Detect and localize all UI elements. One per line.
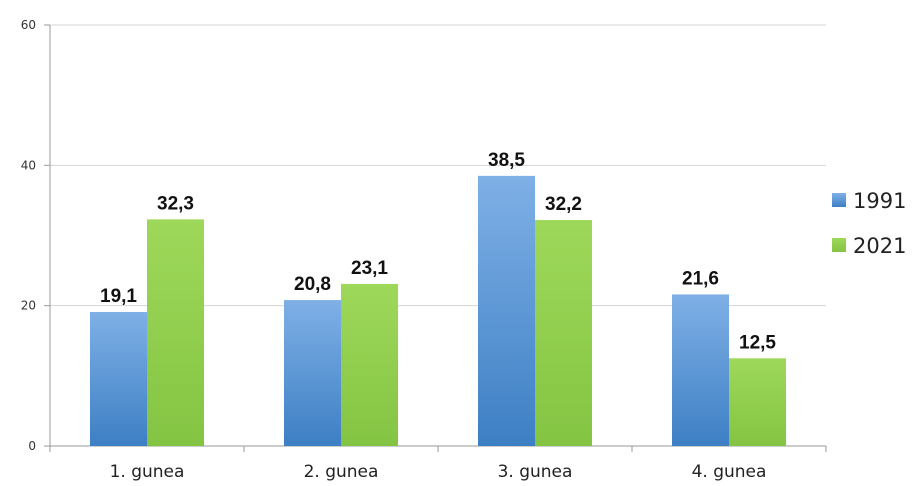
x-category-label: 2. gunea — [304, 462, 379, 482]
bar-2021-4 — [729, 358, 786, 446]
data-label: 20,8 — [294, 274, 331, 295]
legend-label: 2021 — [853, 234, 906, 258]
y-tick-label: 0 — [28, 439, 36, 453]
data-label: 19,1 — [100, 286, 137, 307]
y-tick-label: 60 — [21, 18, 36, 32]
data-labels: 19,1 32,3 20,8 23,1 38,5 32,2 21,6 12,5 — [100, 150, 776, 353]
bar-1991-1 — [90, 311, 147, 446]
legend-swatch-1991 — [832, 193, 846, 207]
y-tick-label: 40 — [21, 158, 36, 172]
legend: 1991 2021 — [832, 189, 906, 258]
y-tick-label: 20 — [21, 299, 36, 313]
data-label: 12,5 — [739, 332, 776, 353]
bar-2021-3 — [535, 220, 592, 446]
legend-swatch-2021 — [832, 238, 846, 252]
data-label: 23,1 — [351, 258, 388, 279]
bar-2021-2 — [341, 283, 398, 446]
x-category-label: 4. gunea — [692, 462, 767, 482]
legend-label: 1991 — [853, 189, 906, 213]
bars — [90, 175, 786, 446]
bar-1991-3 — [478, 175, 535, 446]
data-label: 32,2 — [545, 194, 582, 215]
data-label: 32,3 — [157, 193, 194, 214]
bar-1991-4 — [672, 294, 729, 446]
data-label: 21,6 — [682, 268, 719, 289]
x-category-label: 1. gunea — [110, 462, 185, 482]
bar-1991-2 — [284, 300, 341, 446]
x-category-label: 3. gunea — [498, 462, 573, 482]
data-label: 38,5 — [488, 150, 525, 171]
bar-2021-1 — [147, 219, 204, 446]
